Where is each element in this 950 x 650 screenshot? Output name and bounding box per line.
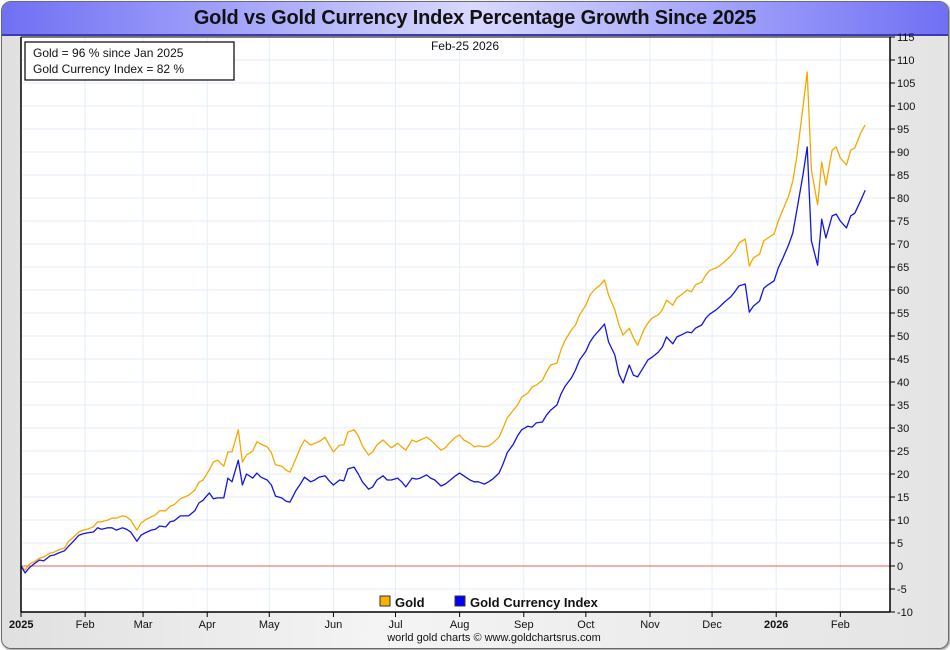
- annotation-box-border: [24, 41, 235, 81]
- x-axis: 2025 Feb Mar Apr May Jun Jul Aug Sep Oct Nov Dec 202…: [9, 612, 850, 631]
- legend-label-gold: Gold: [395, 595, 425, 610]
- x-tick-label: Feb: [76, 619, 95, 631]
- x-tick-label: Apr: [199, 619, 216, 631]
- series-layer: [20, 71, 866, 574]
- x-tick-label: Oct: [577, 619, 594, 631]
- y-tick-label: 115: [897, 32, 915, 44]
- y-tick-label: -10: [897, 607, 913, 619]
- annotation-gold: Gold = 96 % since Jan 2025: [33, 46, 184, 60]
- y-tick-label: 30: [897, 423, 909, 435]
- x-tick-label: Sep: [514, 619, 534, 631]
- y-tick-label: 70: [897, 239, 909, 251]
- y-axis: -10 -5 0 5 10 15 20 25 30 35 40 45 50 55 60 65 70 75 80 85 9…: [890, 32, 915, 619]
- chart-date: Feb-25 2026: [431, 39, 499, 53]
- y-tick-label: 25: [897, 446, 909, 458]
- plot-area: [21, 37, 890, 612]
- annotation-box: Gold = 96 % since Jan 2025 Gold Currency…: [24, 41, 235, 81]
- y-tick-label: 105: [897, 78, 915, 90]
- y-tick-label: 50: [897, 331, 909, 343]
- x-tick-label: Mar: [134, 619, 153, 631]
- legend-swatch-gold: [379, 595, 391, 607]
- y-tick-label: 0: [897, 561, 903, 573]
- y-tick-label: 20: [897, 469, 909, 481]
- legend-swatch-gold-currency-index: [454, 595, 466, 607]
- y-tick-label: 90: [897, 147, 909, 159]
- annotation-gci: Gold Currency Index = 82 %: [33, 62, 184, 76]
- y-tick-label: 55: [897, 308, 909, 320]
- credit-text: world gold charts © www.goldchartsrus.co…: [386, 632, 601, 644]
- chart-title: Gold vs Gold Currency Index Percentage G…: [193, 7, 757, 29]
- x-tick-label: Feb: [831, 619, 850, 631]
- legend: Gold Gold Currency Index: [379, 595, 599, 610]
- gridlines: [20, 36, 890, 613]
- x-tick-label: Jul: [388, 619, 402, 631]
- series-line-gold: [20, 71, 866, 571]
- y-tick-label: 75: [897, 216, 909, 228]
- x-tick-label: Dec: [702, 619, 722, 631]
- y-tick-label: 65: [897, 262, 909, 274]
- y-tick-label: 15: [897, 492, 909, 504]
- x-tick-label: 2025: [9, 619, 33, 631]
- y-tick-label: 60: [897, 285, 909, 297]
- y-tick-label: 95: [897, 124, 909, 136]
- x-tick-label: Jun: [325, 619, 343, 631]
- x-tick-label: 2026: [764, 619, 788, 631]
- y-tick-label: 5: [897, 538, 903, 550]
- y-tick-label: -5: [897, 584, 907, 596]
- y-tick-label: 45: [897, 354, 909, 366]
- plot-axes: [20, 36, 891, 613]
- title-bar: Gold vs Gold Currency Index Percentage G…: [2, 2, 948, 36]
- y-tick-label: 35: [897, 400, 909, 412]
- y-tick-label: 10: [897, 515, 909, 527]
- y-tick-label: 40: [897, 377, 909, 389]
- x-tick-label: Nov: [640, 619, 660, 631]
- y-tick-label: 110: [897, 55, 915, 67]
- x-tick-label: Aug: [450, 619, 470, 631]
- x-tick-label: May: [259, 619, 280, 631]
- y-tick-label: 80: [897, 193, 909, 205]
- series-line-gold-currency-index: [20, 146, 866, 574]
- legend-label-gold-currency-index: Gold Currency Index: [470, 595, 599, 610]
- y-tick-label: 85: [897, 170, 909, 182]
- y-tick-label: 100: [897, 101, 915, 113]
